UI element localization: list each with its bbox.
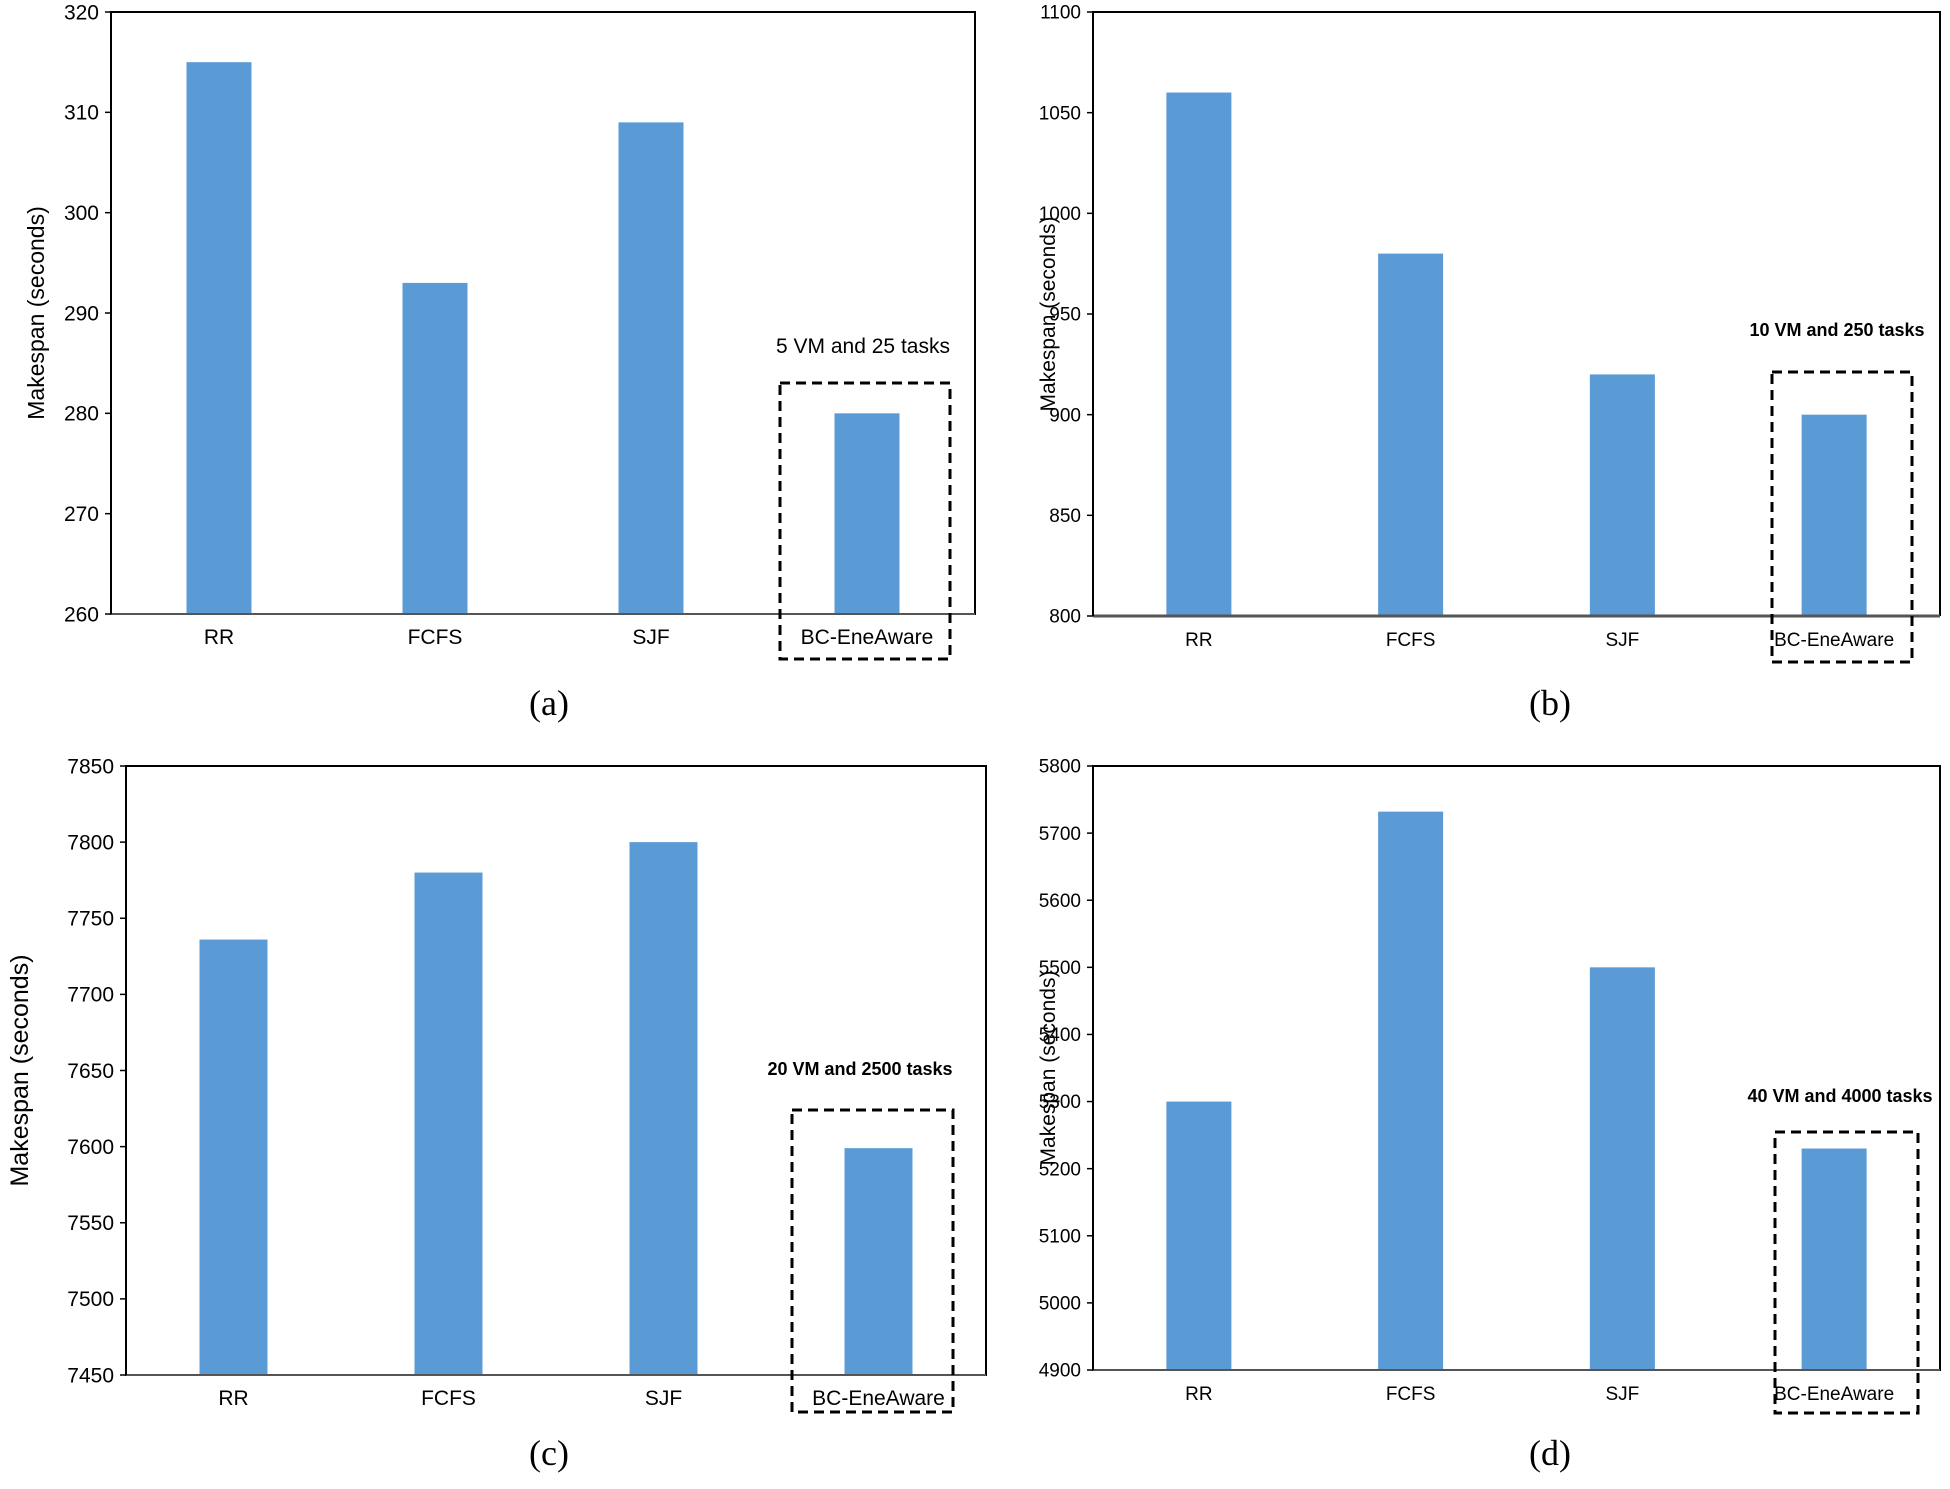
y-tick-label: 7700 — [67, 984, 114, 1007]
y-tick-label: 1000 — [1039, 204, 1081, 225]
bar-fcfs — [414, 872, 483, 1375]
y-tick-label: 5400 — [1039, 1025, 1081, 1046]
x-tick-label: FCFS — [408, 626, 463, 649]
annotation-label: 10 VM and 250 tasks — [1749, 320, 1924, 340]
y-tick-label: 310 — [64, 102, 99, 125]
panel-caption: (b) — [1529, 683, 1571, 723]
x-tick-label: BC-EneAware — [1774, 1384, 1894, 1405]
y-tick-label: 5300 — [1039, 1092, 1081, 1113]
y-tick-label: 7850 — [67, 755, 114, 778]
highlight-dashed-box — [778, 381, 952, 661]
bar-rr — [1166, 1101, 1232, 1370]
y-tick-label: 7500 — [67, 1288, 114, 1311]
x-tick-label: FCFS — [421, 1387, 476, 1410]
y-tick-label: 5600 — [1039, 891, 1081, 912]
bar-fcfs — [402, 282, 468, 614]
y-tick-label: 1050 — [1039, 103, 1081, 124]
y-tick-label: 7650 — [67, 1060, 114, 1083]
highlight-dashed-box — [1773, 1130, 1920, 1415]
y-tick-label: 320 — [64, 1, 99, 24]
y-tick-label: 5700 — [1039, 824, 1081, 845]
highlight-dashed-box — [790, 1108, 955, 1414]
y-axis-label: Makespan (seconds) — [6, 954, 34, 1186]
bar-rr — [199, 939, 268, 1375]
y-tick-label: 1100 — [1040, 3, 1081, 24]
annotation-label: 20 VM and 2500 tasks — [767, 1059, 952, 1079]
panel-caption: (d) — [1529, 1433, 1571, 1473]
x-tick-label: SJF — [645, 1387, 682, 1410]
y-axis-label: Makespan (seconds) — [1037, 217, 1060, 412]
y-tick-label: 7750 — [67, 908, 114, 931]
x-tick-label: FCFS — [1386, 630, 1436, 651]
y-tick-label: 5200 — [1039, 1159, 1081, 1180]
x-tick-label: RR — [218, 1387, 248, 1410]
bar-bc-eneaware — [844, 1148, 913, 1375]
y-tick-label: 5000 — [1039, 1294, 1081, 1315]
bar-sjf — [629, 842, 698, 1375]
annotation-label: 5 VM and 25 tasks — [776, 335, 950, 358]
x-tick-label: FCFS — [1386, 1384, 1436, 1405]
panel-caption: (c) — [529, 1433, 569, 1473]
bar-bc-eneaware — [1801, 1148, 1867, 1370]
y-axis-label: Makespan (seconds) — [23, 206, 49, 420]
y-tick-label: 900 — [1049, 405, 1081, 426]
bar-bc-eneaware — [834, 413, 900, 614]
bar-fcfs — [1378, 253, 1444, 616]
y-tick-label: 280 — [64, 403, 99, 426]
x-tick-label: SJF — [1605, 1384, 1639, 1405]
chart-panel-a: 260 270 280 290 300 310 320 Makespan (seconds) R… — [23, 1, 976, 723]
y-tick-label: 270 — [64, 503, 99, 526]
highlight-dashed-box — [1770, 370, 1914, 664]
y-tick-label: 5800 — [1039, 757, 1081, 778]
x-tick-label: BC-EneAware — [801, 626, 934, 649]
y-tick-label: 7550 — [67, 1212, 114, 1235]
bar-sjf — [618, 122, 684, 614]
y-tick-label: 950 — [1049, 305, 1081, 326]
chart-panel-d: 4900 5000 5100 5200 5300 5400 5500 5600 5700 5800… — [1037, 757, 1941, 1473]
panel-caption: (a) — [529, 683, 569, 723]
x-tick-label: BC-EneAware — [1774, 630, 1894, 651]
x-tick-label: SJF — [1605, 630, 1639, 651]
bar-fcfs — [1378, 811, 1444, 1370]
bar-rr — [1166, 92, 1232, 617]
y-tick-label: 800 — [1049, 607, 1081, 628]
y-axis-label: Makespan (seconds) — [1037, 971, 1060, 1166]
y-tick-label: 7450 — [67, 1364, 114, 1387]
y-tick-label: 5500 — [1039, 958, 1081, 979]
annotation-label: 40 VM and 4000 tasks — [1747, 1086, 1932, 1106]
chart-panel-c: 7450 7500 7550 7600 7650 7700 7750 7800 7850 Make… — [6, 755, 987, 1473]
bar-rr — [186, 62, 252, 614]
y-tick-label: 5100 — [1039, 1226, 1081, 1247]
x-tick-label: SJF — [632, 626, 669, 649]
x-tick-label: BC-EneAware — [812, 1387, 945, 1410]
bar-sjf — [1589, 374, 1655, 616]
y-tick-label: 260 — [64, 603, 99, 626]
bar-bc-eneaware — [1801, 414, 1867, 616]
bar-sjf — [1589, 967, 1655, 1370]
y-tick-label: 7600 — [67, 1136, 114, 1159]
chart-panel-b: 800 850 900 950 1000 1050 1100 Makespan (second… — [1037, 3, 1941, 723]
y-tick-label: 7800 — [67, 831, 114, 854]
y-tick-label: 4900 — [1039, 1361, 1081, 1382]
x-tick-label: RR — [1185, 630, 1212, 651]
x-tick-label: RR — [204, 626, 234, 649]
y-tick-label: 850 — [1049, 506, 1081, 527]
y-tick-label: 300 — [64, 202, 99, 225]
y-tick-label: 290 — [64, 302, 99, 325]
x-tick-label: RR — [1185, 1384, 1212, 1405]
